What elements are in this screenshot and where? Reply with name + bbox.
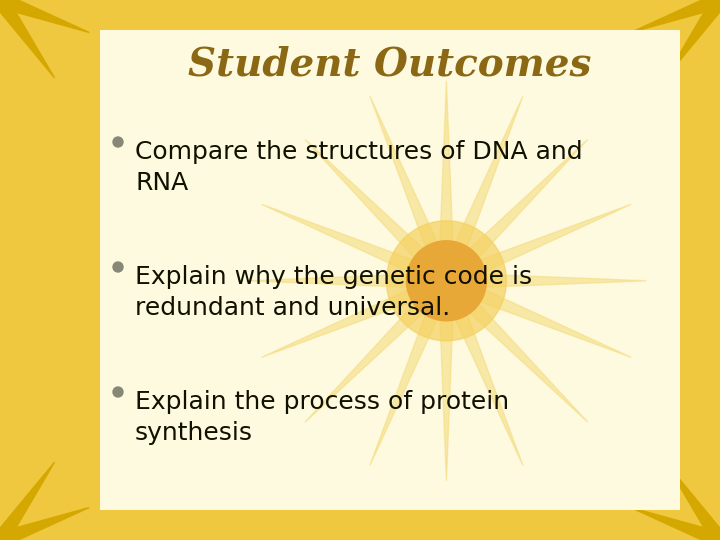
Polygon shape xyxy=(439,96,523,284)
Polygon shape xyxy=(305,275,452,422)
Text: Explain the process of protein
synthesis: Explain the process of protein synthesis xyxy=(135,390,509,444)
Polygon shape xyxy=(444,273,631,357)
Polygon shape xyxy=(370,278,454,465)
Polygon shape xyxy=(305,139,452,286)
Polygon shape xyxy=(441,139,588,286)
Polygon shape xyxy=(631,508,720,540)
Polygon shape xyxy=(261,204,449,288)
Circle shape xyxy=(113,262,123,272)
Polygon shape xyxy=(261,273,449,357)
Polygon shape xyxy=(665,0,720,78)
Polygon shape xyxy=(0,508,89,540)
Polygon shape xyxy=(0,462,55,540)
Bar xyxy=(100,30,680,510)
Polygon shape xyxy=(438,81,454,281)
Polygon shape xyxy=(441,275,588,422)
Polygon shape xyxy=(438,281,454,481)
Text: Explain why the genetic code is
redundant and universal.: Explain why the genetic code is redundan… xyxy=(135,265,532,320)
Text: Compare the structures of DNA and
RNA: Compare the structures of DNA and RNA xyxy=(135,140,582,194)
Polygon shape xyxy=(0,0,89,32)
Circle shape xyxy=(113,387,123,397)
Circle shape xyxy=(387,221,506,341)
Text: Student Outcomes: Student Outcomes xyxy=(189,45,592,83)
Polygon shape xyxy=(446,273,647,289)
Polygon shape xyxy=(370,96,454,284)
Circle shape xyxy=(406,241,487,321)
Polygon shape xyxy=(444,204,631,288)
Polygon shape xyxy=(665,462,720,540)
Polygon shape xyxy=(631,0,720,32)
Circle shape xyxy=(113,137,123,147)
Polygon shape xyxy=(0,0,55,78)
Polygon shape xyxy=(246,273,446,289)
Polygon shape xyxy=(439,278,523,465)
